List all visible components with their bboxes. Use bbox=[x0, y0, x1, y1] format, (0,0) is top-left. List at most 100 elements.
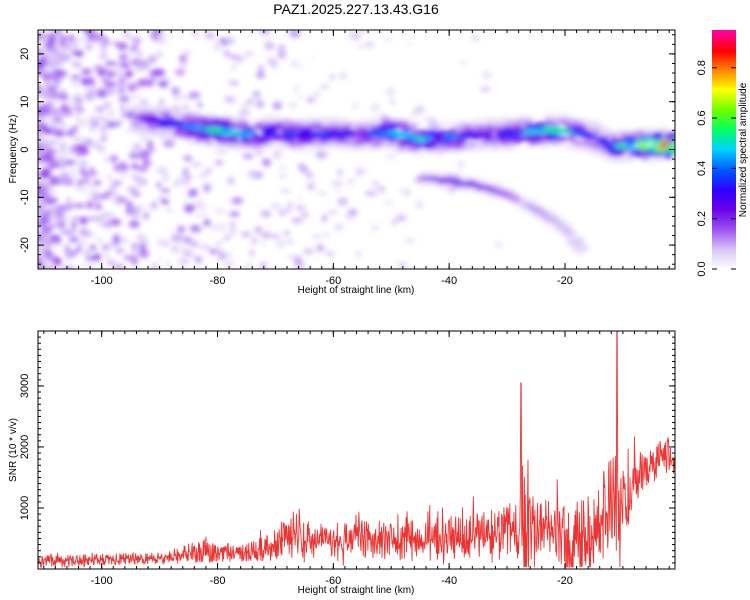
heat-cell bbox=[252, 90, 261, 99]
heat-cell bbox=[122, 30, 131, 38]
heat-cell bbox=[182, 200, 190, 205]
heat-cell bbox=[109, 61, 119, 66]
heat-cell bbox=[551, 114, 562, 120]
heat-peak bbox=[599, 141, 609, 146]
heat-peak bbox=[467, 133, 482, 138]
heat-cell bbox=[103, 102, 112, 108]
heat-cell bbox=[132, 58, 142, 63]
heat-cell bbox=[148, 61, 154, 65]
heat-peak bbox=[523, 129, 538, 135]
heat-cell bbox=[69, 100, 80, 106]
heat-cell bbox=[89, 172, 98, 176]
heat-cell bbox=[85, 256, 96, 261]
heat-cell bbox=[219, 223, 226, 231]
heat-cell bbox=[224, 211, 230, 216]
heat-cell bbox=[370, 116, 383, 124]
heat-peak bbox=[442, 134, 456, 140]
heat-cell bbox=[100, 126, 105, 133]
heat-cell bbox=[106, 81, 117, 88]
heat-cell bbox=[112, 180, 123, 185]
heat-cell bbox=[306, 183, 316, 190]
heat-cell bbox=[564, 125, 579, 131]
heat-peak bbox=[571, 131, 585, 136]
heat-peak bbox=[299, 132, 313, 137]
heat-cell bbox=[118, 95, 130, 103]
heat-cell bbox=[63, 230, 76, 236]
heat-cell bbox=[160, 189, 171, 193]
heat-cell bbox=[459, 123, 466, 129]
heat-cell bbox=[131, 243, 138, 249]
heat-cell bbox=[102, 253, 111, 258]
heat-cell bbox=[130, 221, 137, 227]
heat-cell bbox=[152, 36, 159, 41]
heat-cell bbox=[106, 70, 116, 78]
heat-cell bbox=[147, 149, 153, 155]
heat-cell bbox=[321, 214, 327, 222]
heat-peak bbox=[181, 124, 196, 129]
heat-cell bbox=[101, 244, 110, 250]
heat-cell bbox=[45, 188, 58, 196]
heat-cell bbox=[223, 234, 232, 242]
heat-cell bbox=[177, 226, 186, 232]
heat-peak bbox=[436, 177, 447, 183]
heat-cell bbox=[253, 133, 260, 140]
heat-cell bbox=[527, 117, 534, 122]
heat-cell bbox=[39, 35, 49, 44]
heat-cell bbox=[331, 181, 343, 185]
heat-cell bbox=[76, 244, 82, 253]
heat-cell bbox=[78, 168, 87, 174]
heat-cell bbox=[624, 157, 635, 164]
heat-cell bbox=[38, 170, 51, 178]
heat-cell bbox=[77, 217, 89, 221]
heat-cell bbox=[66, 252, 76, 257]
heat-cell bbox=[256, 72, 265, 79]
heat-cell bbox=[138, 78, 144, 87]
heat-cell bbox=[606, 149, 617, 154]
heat-cell bbox=[109, 218, 122, 226]
heat-cell bbox=[355, 251, 362, 256]
heat-cell bbox=[103, 157, 112, 162]
x-tick-label: -60 bbox=[325, 275, 341, 287]
heat-cell bbox=[89, 191, 99, 197]
heat-cell bbox=[38, 182, 47, 186]
heat-cell bbox=[137, 50, 142, 57]
heat-cell bbox=[200, 132, 213, 138]
heat-cell bbox=[38, 62, 43, 70]
heat-cell bbox=[180, 180, 191, 186]
y-tick-label: 10 bbox=[19, 96, 31, 108]
heat-cell bbox=[293, 140, 306, 147]
heat-cell bbox=[45, 80, 50, 85]
heat-cell bbox=[567, 135, 576, 140]
heat-cell bbox=[203, 218, 211, 227]
heat-cell bbox=[85, 85, 92, 94]
heat-cell bbox=[190, 128, 201, 135]
heat-cell bbox=[372, 180, 379, 188]
heat-cell bbox=[119, 62, 130, 69]
heat-cell bbox=[89, 167, 94, 172]
heat-cell bbox=[138, 153, 151, 160]
heat-cell bbox=[115, 248, 125, 253]
colorbar: 0.0 0.2 0.4 0.6 0.8 Normalized spectral ampl… bbox=[696, 30, 749, 277]
heat-cell bbox=[52, 157, 58, 166]
heat-cell bbox=[128, 86, 134, 93]
heat-cell bbox=[42, 193, 52, 198]
heat-cell bbox=[82, 30, 95, 34]
heat-cell bbox=[337, 168, 343, 177]
heat-cell bbox=[106, 226, 112, 231]
heat-cell bbox=[164, 261, 173, 267]
heat-peak bbox=[639, 142, 648, 147]
heat-cell bbox=[53, 215, 64, 224]
heat-cell bbox=[113, 67, 123, 76]
heat-cell bbox=[52, 179, 61, 186]
heat-cell bbox=[295, 205, 306, 210]
heat-cell bbox=[97, 146, 106, 152]
heat-cell bbox=[101, 213, 110, 218]
heat-cell bbox=[47, 101, 55, 106]
heat-cell bbox=[523, 136, 530, 142]
heat-cell bbox=[613, 131, 623, 138]
heat-cell bbox=[260, 232, 272, 239]
heat-cell bbox=[118, 170, 129, 176]
heat-cell bbox=[244, 50, 254, 58]
heat-cell bbox=[65, 159, 77, 165]
heat-cell bbox=[480, 86, 491, 92]
